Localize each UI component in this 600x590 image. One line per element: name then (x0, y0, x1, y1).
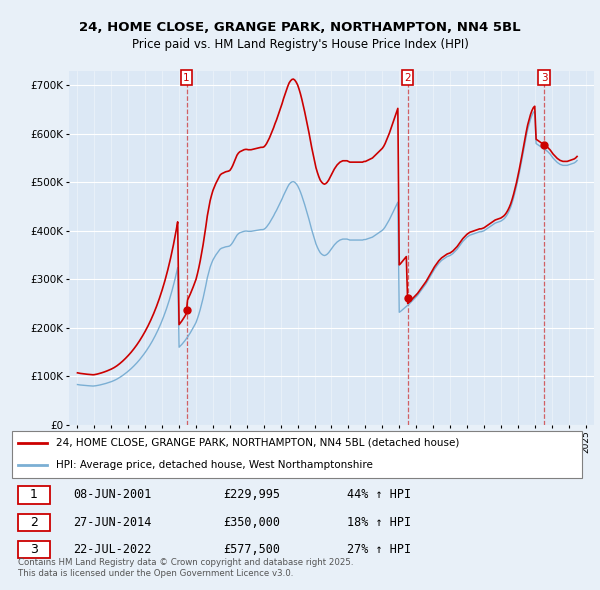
Text: 44% ↑ HPI: 44% ↑ HPI (347, 489, 411, 502)
Text: 1: 1 (30, 489, 38, 502)
Text: 2: 2 (404, 73, 411, 83)
FancyBboxPatch shape (18, 541, 50, 558)
Text: £577,500: £577,500 (224, 543, 281, 556)
Text: 22-JUL-2022: 22-JUL-2022 (74, 543, 152, 556)
Text: 18% ↑ HPI: 18% ↑ HPI (347, 516, 411, 529)
Text: 27% ↑ HPI: 27% ↑ HPI (347, 543, 411, 556)
Text: 24, HOME CLOSE, GRANGE PARK, NORTHAMPTON, NN4 5BL (detached house): 24, HOME CLOSE, GRANGE PARK, NORTHAMPTON… (56, 438, 460, 448)
FancyBboxPatch shape (18, 514, 50, 531)
Text: Contains HM Land Registry data © Crown copyright and database right 2025.
This d: Contains HM Land Registry data © Crown c… (18, 559, 353, 578)
FancyBboxPatch shape (18, 486, 50, 504)
Text: 1: 1 (183, 73, 190, 83)
Text: 2: 2 (30, 516, 38, 529)
Text: 27-JUN-2014: 27-JUN-2014 (74, 516, 152, 529)
FancyBboxPatch shape (12, 431, 582, 478)
Text: Price paid vs. HM Land Registry's House Price Index (HPI): Price paid vs. HM Land Registry's House … (131, 38, 469, 51)
Text: £350,000: £350,000 (224, 516, 281, 529)
Text: £229,995: £229,995 (224, 489, 281, 502)
Text: HPI: Average price, detached house, West Northamptonshire: HPI: Average price, detached house, West… (56, 460, 373, 470)
Text: 3: 3 (30, 543, 38, 556)
Text: 3: 3 (541, 73, 547, 83)
Text: 08-JUN-2001: 08-JUN-2001 (74, 489, 152, 502)
Text: 24, HOME CLOSE, GRANGE PARK, NORTHAMPTON, NN4 5BL: 24, HOME CLOSE, GRANGE PARK, NORTHAMPTON… (79, 21, 521, 34)
